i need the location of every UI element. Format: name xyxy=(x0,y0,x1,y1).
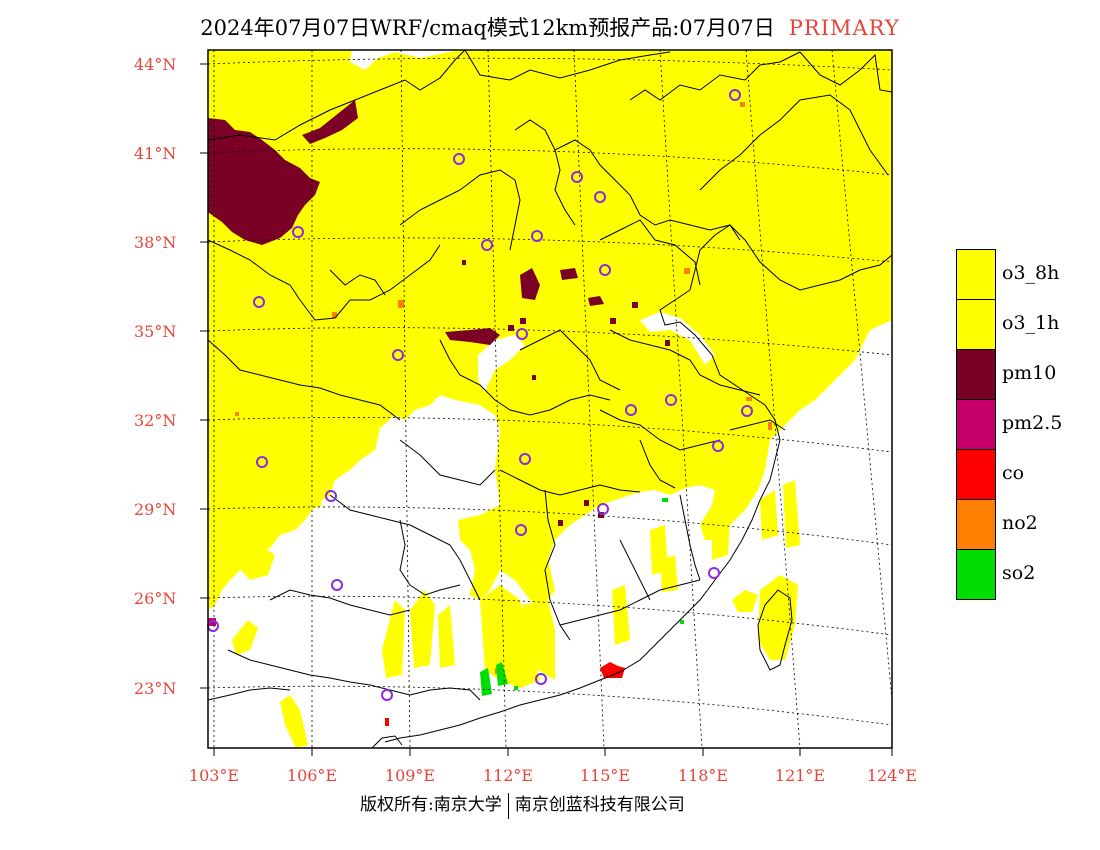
map-title: 2024年07月07日WRF/cmaq模式12km预报产品:07月07日 PRIM… xyxy=(0,12,1100,42)
o3-region-south-3 xyxy=(382,600,405,678)
pm10-region-inner-mongolia xyxy=(208,118,320,245)
lon-label-112: 112°E xyxy=(482,766,534,785)
lon-label-121: 121°E xyxy=(774,766,826,785)
o3-region-coast xyxy=(732,590,758,612)
legend-label: so2 xyxy=(1002,562,1036,584)
legend-label: o3_8h xyxy=(1002,262,1060,284)
pm10-region-strip xyxy=(302,100,358,144)
clear-area-central xyxy=(478,335,525,392)
o3-region-southwest xyxy=(298,482,322,512)
pm10-region-patch-4 xyxy=(560,268,578,280)
legend-swatch xyxy=(956,399,996,450)
o3-region-south-1 xyxy=(236,545,275,580)
legend-label: pm2.5 xyxy=(1002,412,1063,434)
o3-region-south-12 xyxy=(760,490,778,540)
lat-label-32: 32°N xyxy=(134,411,177,430)
legend-swatch xyxy=(956,449,996,500)
o3-region-hainan xyxy=(280,695,308,748)
taiwan-outline xyxy=(757,589,793,671)
legend-label: o3_1h xyxy=(1002,312,1060,334)
co-region-guangdong xyxy=(600,662,625,678)
lat-label-44: 44°N xyxy=(134,55,177,74)
hainan-outline xyxy=(371,735,403,749)
copyright-text: 版权所有:南京大学 xyxy=(360,795,502,815)
primary-tag: PRIMARY xyxy=(788,16,900,40)
legend-swatch xyxy=(956,499,996,550)
o3-region-south-2 xyxy=(232,620,258,655)
o3-region-south-13 xyxy=(783,480,800,548)
legend-swatch xyxy=(956,549,996,600)
lat-label-35: 35°N xyxy=(134,322,177,341)
lat-label-38: 38°N xyxy=(134,233,177,252)
coastline xyxy=(384,224,893,743)
lat-label-26: 26°N xyxy=(134,589,177,608)
o3-region-south-10 xyxy=(660,555,678,592)
latitude-gridlines xyxy=(207,57,893,726)
legend-label: no2 xyxy=(1002,512,1038,534)
lon-label-106: 106°E xyxy=(286,766,338,785)
legend-label: pm10 xyxy=(1002,362,1057,384)
legend-label: co xyxy=(1002,462,1025,484)
lon-label-109: 109°E xyxy=(384,766,436,785)
pm10-region-patch-2 xyxy=(520,268,540,300)
pm10-region-patch-1 xyxy=(445,328,500,345)
co-dot-hainan-coast xyxy=(385,718,389,726)
legend-swatch xyxy=(956,299,996,350)
o3-region-south-4 xyxy=(410,590,435,668)
lon-label-103: 103°E xyxy=(188,766,240,785)
axis-ticks xyxy=(200,63,893,756)
lat-label-41: 41°N xyxy=(134,144,177,163)
map-frame xyxy=(207,49,893,749)
legend-swatch xyxy=(956,349,996,400)
lon-label-124: 124°E xyxy=(866,766,918,785)
lon-label-115: 115°E xyxy=(579,766,631,785)
so2-region-guangdong xyxy=(496,662,508,686)
legend-swatch xyxy=(956,249,996,300)
o3-region-south-5 xyxy=(438,605,455,668)
o3-region-south-7 xyxy=(522,600,555,680)
o3-region-south-11 xyxy=(712,520,730,560)
city-markers xyxy=(207,89,753,701)
o3-region-south-6 xyxy=(480,585,540,688)
o3-region-main xyxy=(208,50,892,610)
pm10-dots xyxy=(462,260,670,526)
o3-region-south-8 xyxy=(612,585,630,645)
so2-dots xyxy=(514,498,684,690)
clear-area-bohai xyxy=(640,312,715,365)
lon-label-118: 118°E xyxy=(677,766,729,785)
footer-divider xyxy=(507,792,509,819)
lat-label-23: 23°N xyxy=(134,679,177,698)
company-text: 南京创蓝科技有限公司 xyxy=(514,795,685,815)
pm10-region-patch-3 xyxy=(588,296,604,306)
lat-label-29: 29°N xyxy=(134,500,177,519)
title-main: 2024年07月07日WRF/cmaq模式12km预报产品:07月07日 xyxy=(200,16,775,40)
copyright-footer: 版权所有:南京大学 南京创蓝科技有限公司 xyxy=(360,790,685,819)
